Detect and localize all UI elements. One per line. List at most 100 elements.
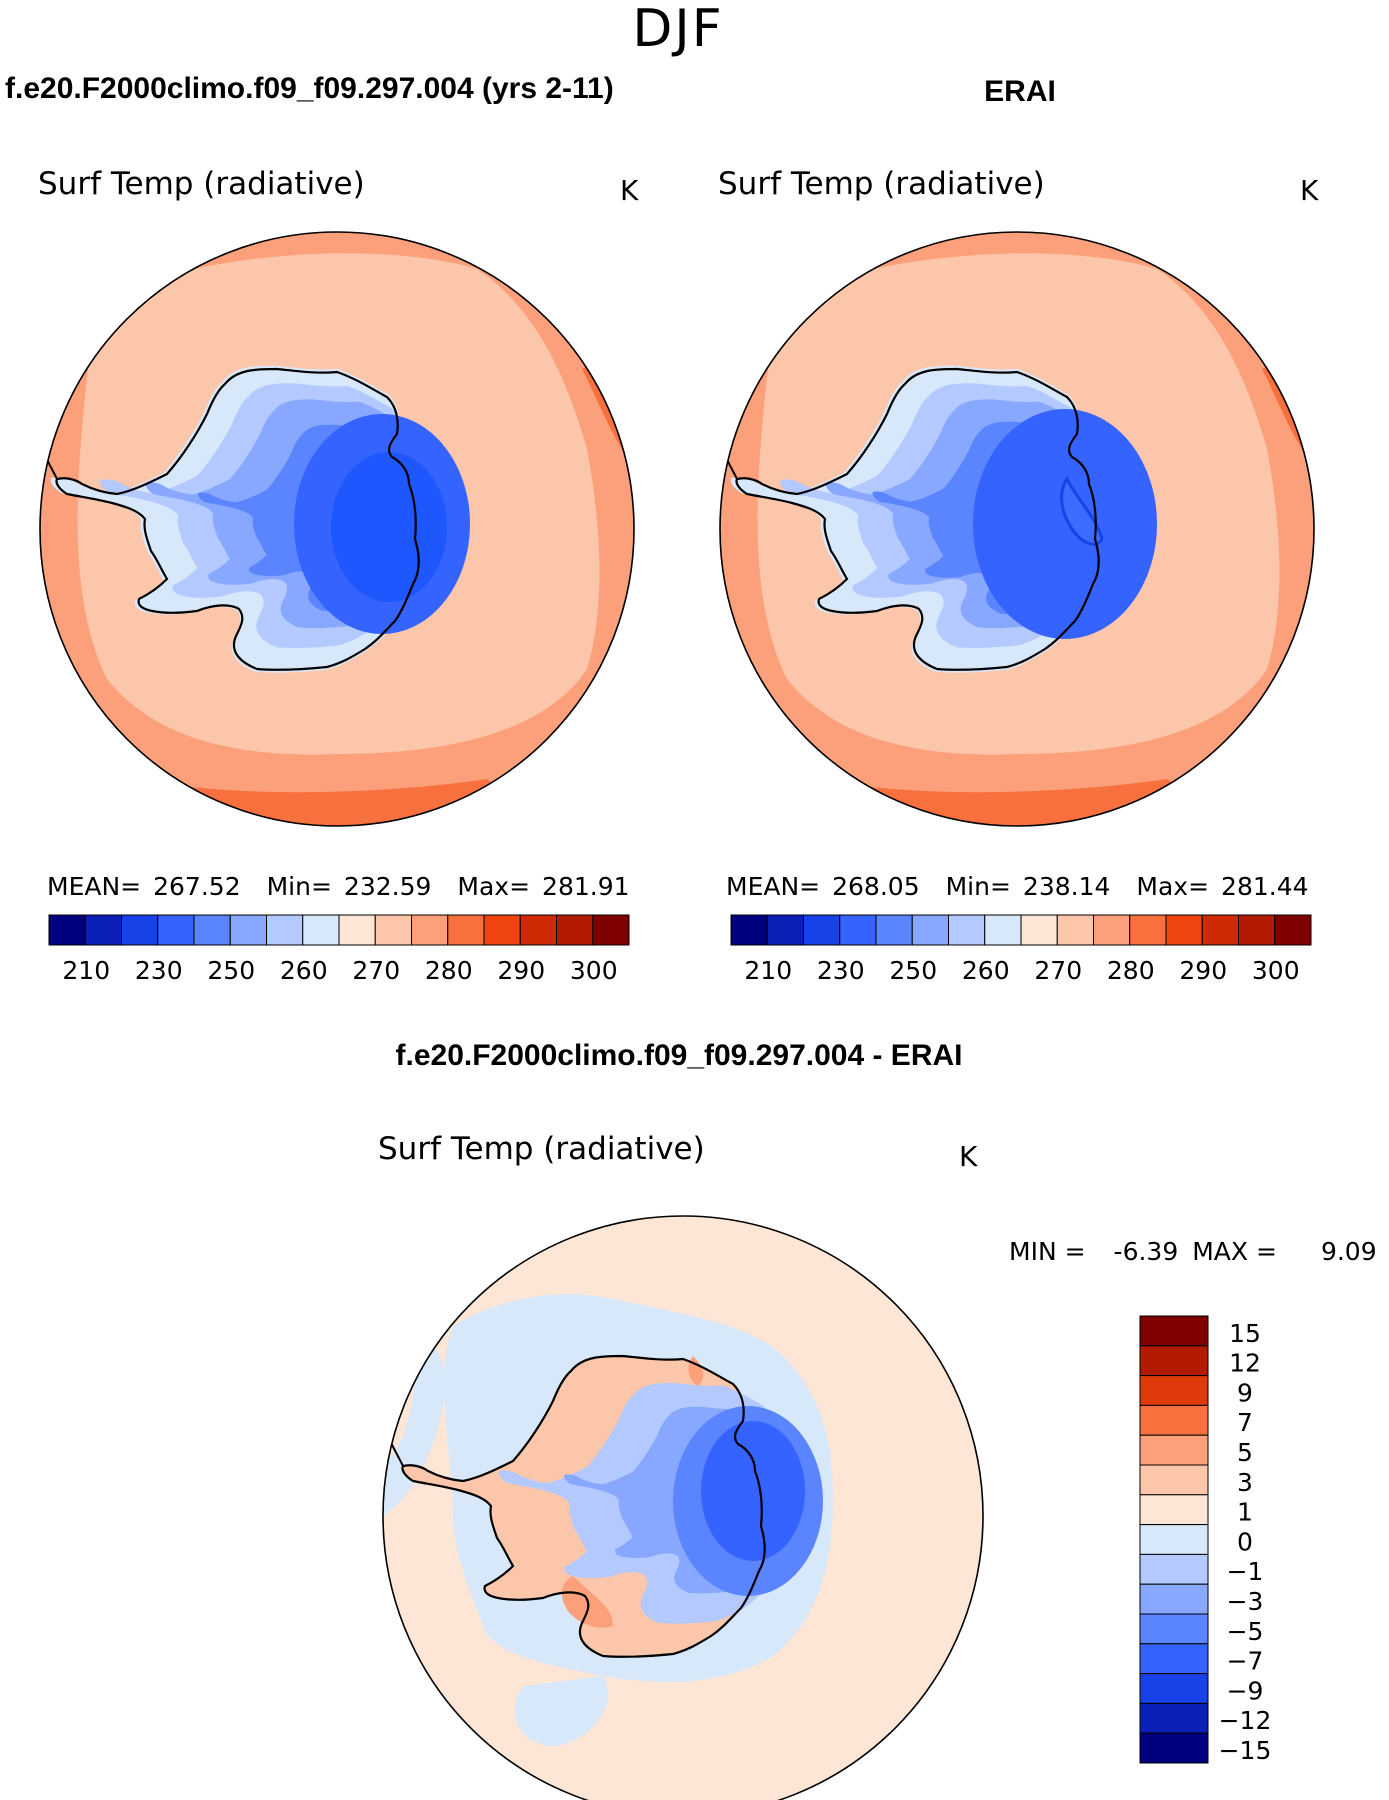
obs-colorbar-swatch xyxy=(875,914,913,946)
model-colorbar-tick-label: 230 xyxy=(135,956,183,985)
diff-colorbar-swatch xyxy=(1139,1643,1209,1675)
diff-colorbar-swatch xyxy=(1139,1732,1209,1764)
obs-colorbar-swatch xyxy=(1274,914,1312,946)
obs-colorbar-tick-label: 250 xyxy=(889,956,937,985)
diff-colorbar-tick-label: −12 xyxy=(1219,1706,1272,1735)
obs-units-label: K xyxy=(1300,174,1319,207)
obs-max-label: Max= xyxy=(1136,872,1209,901)
diff-colorbar-swatch xyxy=(1139,1673,1209,1704)
diff-colorbar-swatch xyxy=(1139,1375,1209,1406)
diff-colorbar-tick-label: −1 xyxy=(1227,1557,1264,1586)
obs-colorbar-swatch xyxy=(766,914,804,946)
map-ocean-hot xyxy=(720,409,731,469)
obs-colorbar-swatch xyxy=(1165,914,1203,946)
diff-colorbar-tick-label: 5 xyxy=(1237,1438,1253,1467)
model-colorbar-swatch xyxy=(374,914,412,946)
diff-colorbar-swatch xyxy=(1139,1404,1209,1436)
diff-colorbar-tick-label: −7 xyxy=(1227,1647,1264,1676)
model-colorbar-tick-label: 270 xyxy=(352,956,400,985)
diff-panel-header: f.e20.F2000climo.f09_f09.297.004 - ERAI xyxy=(396,1039,963,1072)
model-polar-map xyxy=(39,231,635,827)
diff-colorbar-tick-label: 9 xyxy=(1237,1378,1253,1407)
obs-colorbar-swatch xyxy=(1020,914,1058,946)
diff-colorbar-swatch xyxy=(1139,1494,1209,1526)
model-units-label: K xyxy=(620,174,639,207)
obs-colorbar-tick-label: 210 xyxy=(744,956,792,985)
obs-colorbar-tick-label: 260 xyxy=(962,956,1010,985)
diff-colorbar-tick-label: 1 xyxy=(1237,1498,1253,1527)
obs-colorbar-swatch xyxy=(948,914,986,946)
model-colorbar-swatch xyxy=(266,914,304,946)
obs-colorbar-swatch xyxy=(1201,914,1239,946)
obs-max-value: 281.44 xyxy=(1221,872,1308,901)
map-boundary xyxy=(39,231,635,827)
diff-colorbar-tick-label: −3 xyxy=(1227,1587,1264,1616)
model-mean-label: MEAN= xyxy=(47,872,141,901)
ice-core xyxy=(331,452,447,602)
model-colorbar-swatch xyxy=(48,914,86,946)
model-colorbar-tick-label: 210 xyxy=(62,956,110,985)
model-colorbar: 210 230 250 260 270 280 290 300 xyxy=(48,914,630,985)
model-colorbar-tick-label: 280 xyxy=(425,956,473,985)
ice-core xyxy=(1060,476,1104,546)
diff-min-value: -6.39 xyxy=(1114,1237,1179,1266)
diff-colorbar-swatch xyxy=(1139,1702,1209,1734)
obs-colorbar-swatch xyxy=(839,914,877,946)
model-colorbar-tick-label: 300 xyxy=(570,956,618,985)
diff-colorbar-tick-label: −9 xyxy=(1227,1676,1264,1705)
map-ocean-hot xyxy=(40,409,51,469)
model-colorbar-tick-label: 290 xyxy=(497,956,545,985)
obs-colorbar-tick-label: 280 xyxy=(1107,956,1155,985)
obs-colorbar-swatch xyxy=(1238,914,1276,946)
diff-neg-pale xyxy=(383,1334,446,1516)
model-stats-line: MEAN= 267.52 Min= 232.59 Max= 281.91 xyxy=(47,872,630,901)
diff-colorbar-tick-label: 12 xyxy=(1229,1349,1261,1378)
model-min-label: Min= xyxy=(267,872,332,901)
season-title: DJF xyxy=(632,0,723,59)
diff-colorbar-tick-label: 3 xyxy=(1237,1468,1253,1497)
obs-colorbar-tick-label: 230 xyxy=(817,956,865,985)
model-colorbar-swatch xyxy=(302,914,340,946)
obs-colorbar-swatch xyxy=(911,914,949,946)
map-boundary xyxy=(719,231,1315,827)
diff-neg-core xyxy=(701,1421,805,1561)
obs-colorbar-swatch xyxy=(984,914,1022,946)
model-colorbar-swatch xyxy=(84,914,122,946)
model-panel-header: f.e20.F2000climo.f09_f09.297.004 (yrs 2-… xyxy=(5,72,614,105)
diff-colorbar-swatch xyxy=(1139,1434,1209,1466)
obs-colorbar-swatch xyxy=(803,914,841,946)
model-colorbar-tick-label: 260 xyxy=(280,956,328,985)
obs-mean-value: 268.05 xyxy=(832,872,919,901)
model-colorbar-swatch xyxy=(592,914,630,946)
obs-colorbar: 210 230 250 260 270 280 290 300 xyxy=(730,914,1312,985)
model-colorbar-swatch xyxy=(121,914,159,946)
obs-min-label: Min= xyxy=(946,872,1011,901)
map-boundary xyxy=(382,1215,984,1800)
obs-colorbar-tick-label: 270 xyxy=(1034,956,1082,985)
ice-strong xyxy=(973,409,1157,639)
diff-colorbar-tick-label: 15 xyxy=(1229,1319,1261,1348)
diff-neg-pale xyxy=(514,1676,609,1746)
diff-polar-map xyxy=(382,1215,984,1800)
diff-colorbar-swatch xyxy=(1139,1583,1209,1615)
model-min-value: 232.59 xyxy=(344,872,431,901)
diff-colorbar-swatch xyxy=(1139,1464,1209,1496)
obs-variable-label: Surf Temp (radiative) xyxy=(718,166,1045,202)
model-colorbar-swatch xyxy=(229,914,267,946)
model-colorbar-swatch xyxy=(411,914,449,946)
obs-colorbar-swatch xyxy=(730,914,768,946)
model-colorbar-swatch xyxy=(338,914,376,946)
diff-max-value: 9.09 xyxy=(1321,1237,1377,1266)
model-mean-value: 267.52 xyxy=(153,872,240,901)
diff-colorbar-tick-label: −5 xyxy=(1227,1617,1264,1646)
obs-min-value: 238.14 xyxy=(1023,872,1110,901)
diff-max-label: MAX = xyxy=(1192,1237,1277,1266)
obs-panel: Surf Temp (radiative) K MEAN= 268. xyxy=(718,166,1319,985)
diff-colorbar-tick-label: −15 xyxy=(1219,1736,1272,1765)
model-colorbar-swatch xyxy=(519,914,557,946)
model-colorbar-tick-label: 250 xyxy=(207,956,255,985)
model-max-value: 281.91 xyxy=(542,872,629,901)
diff-colorbar-swatch xyxy=(1139,1524,1209,1555)
